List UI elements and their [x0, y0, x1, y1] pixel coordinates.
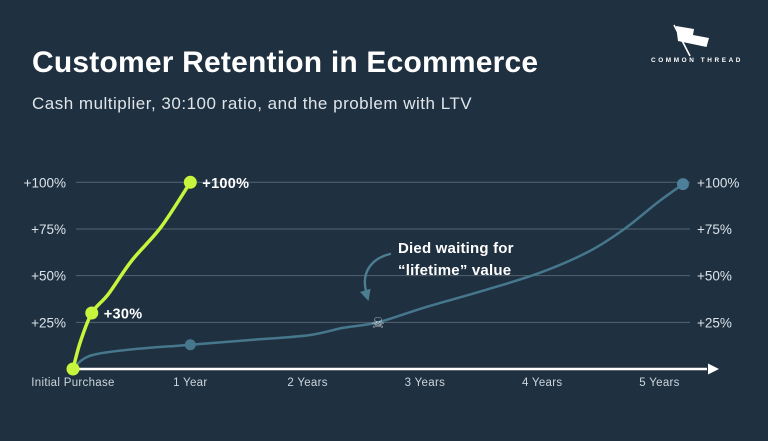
flag-icon: [676, 26, 709, 47]
point-label-cash-multiplier: +100%: [202, 176, 249, 192]
x-tick-label: 5 Years: [639, 377, 679, 389]
y-tick-label-right: +100%: [697, 175, 739, 190]
x-tick-label: 2 Years: [287, 377, 327, 389]
y-tick-label-right: +50%: [697, 269, 732, 284]
y-tick-label-left: +25%: [31, 315, 66, 330]
brand-logo: COMMON THREAD: [651, 24, 743, 64]
annotation-died-waiting: Died waiting for “lifetime” value: [398, 238, 514, 282]
brand-logo-text: COMMON THREAD: [651, 57, 743, 64]
y-tick-label-left: +100%: [24, 175, 66, 190]
annotation-arrow: [363, 252, 392, 293]
point-label-cash-multiplier: +30%: [104, 306, 143, 322]
annotation-arrowhead-icon: [360, 288, 371, 301]
x-tick-label: 1 Year: [173, 377, 207, 389]
y-tick-label-right: +75%: [697, 222, 732, 237]
page-subtitle: Cash multiplier, 30:100 ratio, and the p…: [32, 94, 473, 113]
data-point-cash-multiplier: [85, 306, 99, 320]
annotation-line-1: Died waiting for: [398, 240, 514, 257]
data-point-cash-multiplier: [66, 362, 80, 376]
annotation-line-2: “lifetime” value: [398, 262, 512, 279]
skull-icon: ☠: [371, 314, 384, 332]
data-point-ltv-slow-growth: [184, 339, 196, 351]
data-point-cash-multiplier: [183, 175, 197, 189]
x-tick-label: 3 Years: [405, 377, 445, 389]
series-line-cash-multiplier: [71, 180, 193, 371]
series-line-ltv-slow-growth: [71, 182, 685, 371]
y-tick-label-left: +50%: [31, 269, 66, 284]
y-tick-label-right: +25%: [697, 315, 732, 330]
page-title: Customer Retention in Ecommerce: [32, 46, 539, 79]
x-tick-label: Initial Purchase: [31, 377, 114, 389]
x-tick-label: 4 Years: [522, 377, 562, 389]
y-tick-label-left: +75%: [31, 222, 66, 237]
x-axis-arrowhead-icon: [708, 363, 719, 375]
data-point-ltv-slow-growth: [676, 178, 689, 191]
